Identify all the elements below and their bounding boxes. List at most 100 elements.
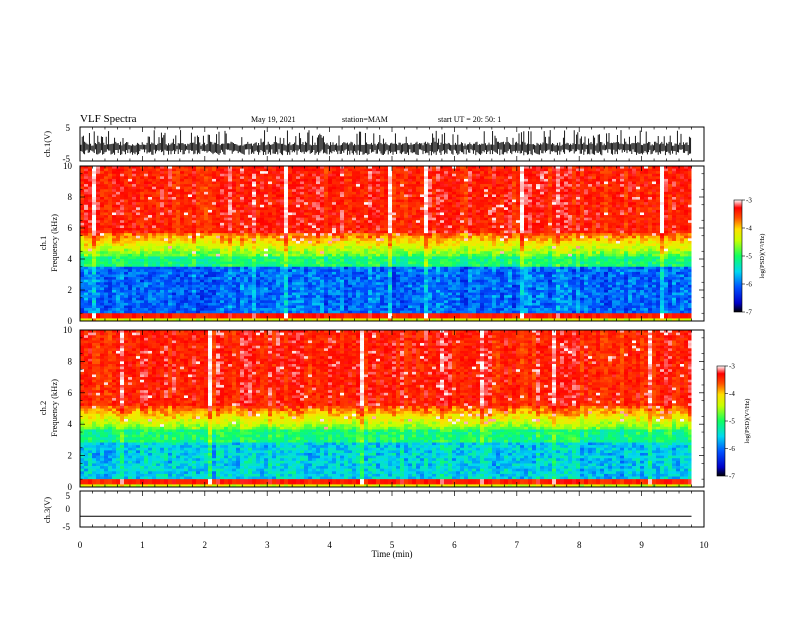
spectrogram-cell (292, 241, 296, 244)
spectrogram-cell (680, 236, 684, 239)
spectrogram-cell (440, 207, 444, 210)
spectrogram-cell (408, 197, 412, 200)
spectrogram-cell (220, 244, 224, 247)
spectrogram-cell (600, 176, 604, 179)
spectrogram-cell (472, 176, 476, 179)
spectrogram-cell (492, 223, 496, 226)
spectrogram-cell (132, 244, 136, 247)
spectrogram-cell (360, 187, 364, 190)
spectrogram-cell (660, 184, 664, 187)
spectrogram-cell (348, 246, 352, 249)
spectrogram-cell (164, 200, 168, 203)
spectrogram-cell (188, 225, 192, 228)
spectrogram-cell (328, 244, 332, 247)
spectrogram-cell (140, 184, 144, 187)
spectrogram-cell (612, 189, 616, 192)
spectrogram-cell (468, 184, 472, 187)
spectrogram-cell (220, 236, 224, 239)
spectrogram-cell (508, 236, 512, 239)
spectrogram-cell (528, 169, 532, 172)
spectrogram-cell (448, 189, 452, 192)
spectrogram-cell (392, 187, 396, 190)
spectrogram-cell (508, 231, 512, 234)
spectrogram-cell (384, 171, 388, 174)
spectrogram-cell (156, 228, 160, 231)
spectrogram-cell (264, 179, 268, 182)
spectrogram-cell (524, 223, 528, 226)
spectrogram-cell (648, 210, 652, 213)
spectrogram-cell (524, 231, 528, 234)
spectrogram-cell (684, 197, 688, 200)
spectrogram-cell (488, 192, 492, 195)
spectrogram-cell (232, 231, 236, 234)
spectrogram-cell (468, 236, 472, 239)
spectrogram-cell (620, 205, 624, 208)
spectrogram-cell (112, 238, 116, 241)
spectrogram-cell (372, 220, 376, 223)
spectrogram-cell (624, 225, 628, 228)
spectrogram-cell (600, 182, 604, 185)
spectrogram-cell (416, 233, 420, 236)
spectrogram-cell (160, 244, 164, 247)
spectrogram-cell (572, 184, 576, 187)
spectrogram-cell (400, 189, 404, 192)
spectrogram-cell (220, 223, 224, 226)
spectrogram-cell (236, 179, 240, 182)
spectrogram-cell (592, 228, 596, 231)
spectrogram-cell (668, 194, 672, 197)
spectrogram-cell (352, 171, 356, 174)
spectrogram-cell (140, 218, 144, 221)
spectrogram-cell (568, 169, 572, 172)
spectrogram-cell (204, 189, 208, 192)
spectrogram-cell (460, 213, 464, 216)
spectrogram-cell (348, 176, 352, 179)
spectrogram-cell (256, 205, 260, 208)
spectrogram-cell (632, 215, 636, 218)
spectrogram-cell (132, 171, 136, 174)
spectrogram-cell (360, 197, 364, 200)
spectrogram-cell (520, 187, 524, 190)
spectrogram-cell (420, 241, 424, 244)
spectrogram-cell (504, 246, 508, 249)
spectrogram-cell (96, 233, 100, 236)
spectrogram-cell (280, 169, 284, 172)
spectrogram-cell (640, 233, 644, 236)
spectrogram-cell (512, 169, 516, 172)
spectrogram-cell (616, 194, 620, 197)
spectrogram-cell (440, 236, 444, 239)
spectrogram-cell (616, 233, 620, 236)
spectrogram-cell (148, 184, 152, 187)
spectrogram-cell (388, 197, 392, 200)
spectrogram-cell (624, 184, 628, 187)
spectrogram-cell (408, 223, 412, 226)
spectrogram-cell (248, 228, 252, 231)
spectrogram-cell (584, 210, 588, 213)
spectrogram-cell (172, 171, 176, 174)
spectrogram-cell (312, 233, 316, 236)
spectrogram-cell (436, 231, 440, 234)
spectrogram-cell (508, 220, 512, 223)
spectrogram-cell (108, 197, 112, 200)
spectrogram-cell (608, 241, 612, 244)
spectrogram-cell (96, 218, 100, 221)
spectrogram-cell (404, 182, 408, 185)
spectrogram-cell (452, 207, 456, 210)
spectrogram-cell (472, 200, 476, 203)
spectrogram-cell (328, 220, 332, 223)
spectrogram-cell (532, 244, 536, 247)
spectrogram-cell (548, 223, 552, 226)
spectrogram-cell (88, 187, 92, 190)
spectrogram-cell (576, 189, 580, 192)
spectrogram-cell (580, 233, 584, 236)
spectrogram-cell (336, 197, 340, 200)
spectrogram-cell (192, 174, 196, 177)
spectrogram-cell (596, 171, 600, 174)
spectrogram-cell (448, 205, 452, 208)
spectrogram-cell (452, 171, 456, 174)
spectrogram-cell (324, 189, 328, 192)
spectrogram-cell (568, 246, 572, 249)
spectrogram-cell (316, 241, 320, 244)
spectrogram-cell (252, 215, 256, 218)
spectrogram-cell (188, 174, 192, 177)
spectrogram-cell (652, 207, 656, 210)
